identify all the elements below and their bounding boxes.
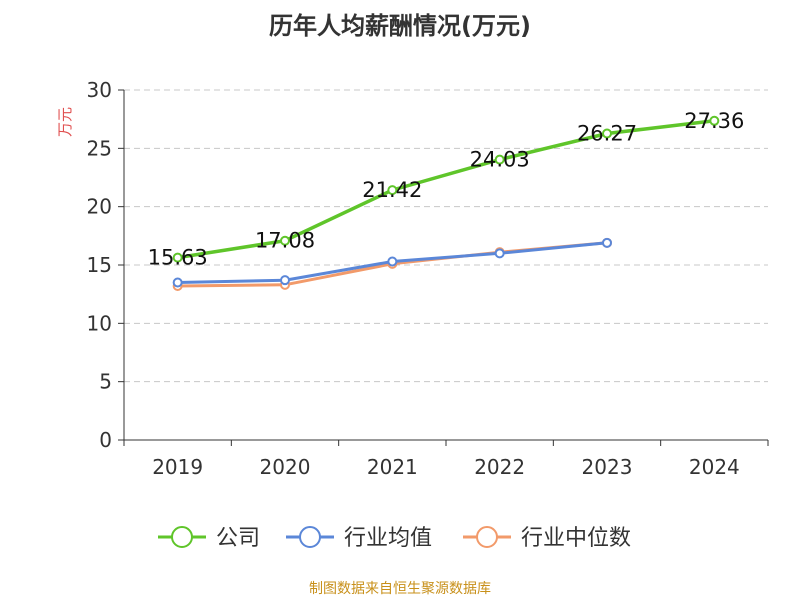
data-point (172, 277, 183, 288)
data-point (280, 275, 290, 286)
y-tick-label: 5 (99, 370, 112, 394)
x-tick-label: 2020 (260, 455, 311, 479)
x-tick-label: 2023 (582, 455, 633, 479)
x-tick-label: 2021 (367, 455, 418, 479)
data-point (494, 248, 505, 259)
y-tick-label: 20 (87, 195, 112, 219)
data-label: 21.42 (362, 178, 422, 202)
x-tick-label: 2022 (474, 455, 525, 479)
data-point (602, 237, 612, 248)
legend-label: 行业均值 (344, 526, 432, 551)
data-label: 15.63 (148, 246, 208, 270)
legend-label: 公司 (216, 526, 260, 551)
y-tick-label: 10 (87, 311, 112, 335)
y-tick-label: 30 (87, 78, 112, 102)
source-note: 制图数据来自恒生聚源数据库 (309, 581, 491, 597)
legend-marker (476, 526, 498, 548)
data-point (387, 256, 398, 267)
series-line (177, 119, 715, 260)
data-point (494, 154, 505, 165)
legend-marker (171, 526, 193, 548)
data-point (280, 235, 290, 246)
legend-marker (299, 526, 321, 548)
data-label: 24.03 (470, 148, 530, 172)
x-tick-label: 2019 (152, 455, 203, 479)
y-axis-unit: 万元 (56, 107, 74, 137)
chart-title: 历年人均薪酬情况(万元) (269, 12, 531, 40)
y-tick-label: 0 (99, 428, 112, 452)
data-point (172, 252, 183, 263)
data-point (709, 115, 720, 126)
data-point (602, 128, 612, 139)
data-label: 27.36 (684, 109, 744, 133)
data-label: 17.08 (255, 229, 315, 253)
y-tick-label: 15 (87, 253, 112, 277)
y-tick-label: 25 (87, 136, 112, 160)
x-tick-label: 2024 (689, 455, 740, 479)
data-label: 26.27 (577, 122, 637, 146)
legend-label: 行业中位数 (521, 526, 631, 551)
data-point (387, 185, 398, 196)
